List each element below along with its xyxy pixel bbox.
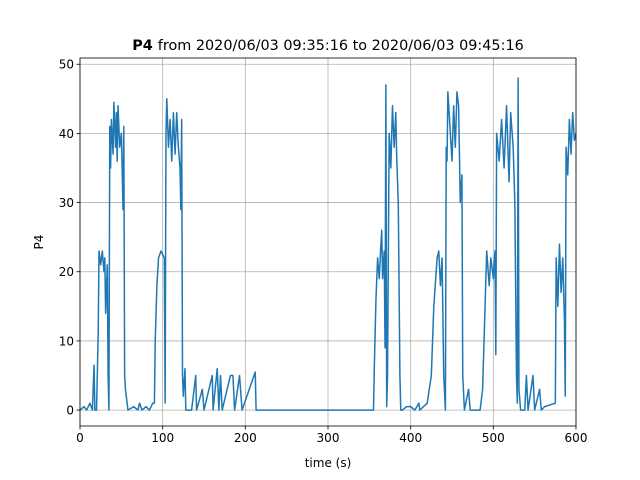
x-tick-label: 500	[482, 431, 505, 445]
title-range: from 2020/06/03 09:35:16 to 2020/06/03 0…	[158, 38, 524, 54]
y-tick-label: 40	[59, 127, 74, 141]
x-tick-label: 200	[234, 431, 257, 445]
data-line	[80, 77, 576, 411]
plot-area: 0 100 200 300 400 500 600 0 10 20 30 40 50	[59, 57, 588, 445]
x-axis-label: time (s)	[305, 456, 352, 470]
axes-frame	[79, 57, 577, 427]
y-axis-label: P4	[32, 235, 46, 250]
y-tick-label: 20	[59, 265, 74, 279]
x-tick-label: 400	[399, 431, 422, 445]
y-tick-label: 0	[66, 404, 74, 418]
x-tick-label: 300	[317, 431, 340, 445]
title-bold: P4	[132, 38, 153, 54]
y-tick-label: 30	[59, 196, 74, 210]
y-tick-label: 50	[59, 58, 74, 72]
y-tick-label: 10	[59, 334, 74, 348]
x-tick-label: 600	[565, 431, 588, 445]
x-tick-label: 100	[151, 431, 174, 445]
chart-title: P4 from 2020/06/03 09:35:16 to 2020/06/03…	[132, 38, 524, 54]
x-tick-label: 0	[76, 431, 84, 445]
